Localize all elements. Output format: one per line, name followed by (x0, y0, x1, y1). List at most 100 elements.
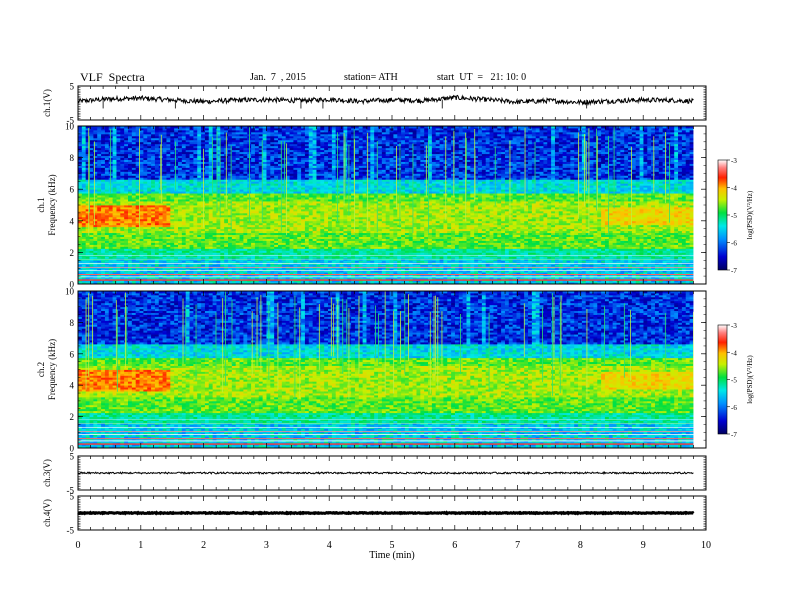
spectro-cell (201, 246, 206, 249)
spectro-cell (101, 189, 106, 192)
spectro-cell (189, 199, 194, 202)
spectro-cell (204, 133, 210, 137)
spectro-cell (212, 246, 217, 249)
spectro-cell (128, 195, 133, 198)
spectro-cell (78, 280, 83, 283)
spectro-cell (216, 145, 221, 149)
spectro-cell (108, 126, 114, 129)
spectro-cell (174, 278, 179, 281)
spectro-cell (120, 270, 125, 273)
spectro-cell (78, 264, 83, 267)
spectro-cell (128, 201, 133, 204)
spectro-cell (220, 234, 225, 238)
spectro-cell (139, 169, 144, 172)
spectro-cell (128, 252, 133, 255)
spectro-cell (97, 131, 102, 135)
spectro-cell (147, 147, 152, 151)
spectro-cell (220, 153, 225, 157)
spectro-cell (101, 187, 106, 190)
spectro-cell (208, 226, 214, 230)
spectro-cell (216, 199, 221, 202)
spectro-cell (147, 145, 152, 149)
spectro-cell (147, 212, 152, 216)
spectro-cell (174, 199, 179, 202)
spectro-cell (166, 232, 171, 236)
spectro-cell (189, 224, 194, 228)
spectro-cell (89, 187, 94, 190)
spectro-cell (108, 197, 114, 200)
spectro-cell (231, 155, 237, 159)
spectro-cell (197, 131, 202, 135)
spectro-cell (85, 226, 90, 230)
spectro-cell (162, 240, 167, 243)
spectro-cell (116, 232, 121, 236)
spectro-cell (85, 252, 90, 255)
spectro-cell (101, 151, 106, 155)
spectro-cell (181, 201, 187, 204)
spectro-cell (143, 153, 148, 157)
spectro-cell (208, 189, 214, 192)
spectro-cell (135, 248, 140, 251)
spectro-cell (139, 250, 144, 253)
spectro-cell (170, 234, 175, 238)
spectro-cell (216, 246, 221, 249)
spectro-cell (85, 139, 90, 143)
spectro-cell (154, 155, 160, 159)
spectro-cell (212, 155, 217, 159)
spectro-cell (189, 208, 194, 212)
spectro-cell (208, 246, 214, 249)
spectro-cell (78, 222, 83, 226)
spectro-cell (220, 149, 225, 153)
spectro-cell (216, 126, 221, 129)
spectro-cell (174, 141, 179, 145)
spectro-cell (116, 189, 121, 192)
spectro-cell (97, 244, 102, 247)
spectro-cell (104, 139, 110, 143)
spectro-cell (154, 272, 160, 275)
spectro-cell (89, 155, 94, 159)
spectro-cell (178, 220, 183, 224)
spectro-cell (128, 216, 133, 220)
spectro-cell (228, 236, 233, 239)
spectro-cell (178, 155, 183, 159)
spectro-cell (112, 282, 117, 285)
spectro-cell (147, 260, 152, 263)
spectro-cell (112, 169, 117, 172)
spectro-cell (228, 260, 233, 263)
spectro-cell (216, 234, 221, 238)
spectro-cell (101, 248, 106, 251)
spectro-cell (97, 246, 102, 249)
spectro-cell (78, 244, 83, 247)
spectro-cell (228, 147, 233, 151)
spectro-cell (162, 127, 167, 131)
spectro-cell (231, 177, 237, 180)
spectro-cell (208, 205, 214, 208)
spectro-cell (154, 280, 160, 283)
spectro-cell (151, 228, 156, 232)
spectro-cell (174, 206, 179, 210)
spectro-cell (154, 220, 160, 224)
spectro-cell (97, 175, 102, 178)
spectro-cell (212, 171, 217, 174)
spectro-cell (104, 153, 110, 157)
spectro-cell (104, 256, 110, 259)
spectro-cell (189, 234, 194, 238)
spectro-cell (78, 165, 83, 168)
spectro-cell (81, 133, 87, 137)
spectro-cell (139, 234, 144, 238)
spectro-cell (131, 171, 137, 174)
spectro-cell (139, 252, 144, 255)
spectro-cell (185, 159, 190, 162)
spectro-cell (201, 274, 206, 277)
spectro-cell (89, 147, 94, 151)
spectro-cell (143, 256, 148, 259)
spectro-cell (108, 272, 114, 275)
spectro-cell (166, 218, 171, 222)
spectro-cell (197, 157, 202, 160)
spectro-cell (228, 159, 233, 162)
spectro-cell (220, 147, 225, 151)
spectro-cell (212, 189, 217, 192)
spectro-cell (147, 169, 152, 172)
spectro-cell (189, 155, 194, 159)
spectro-cell (204, 230, 210, 234)
